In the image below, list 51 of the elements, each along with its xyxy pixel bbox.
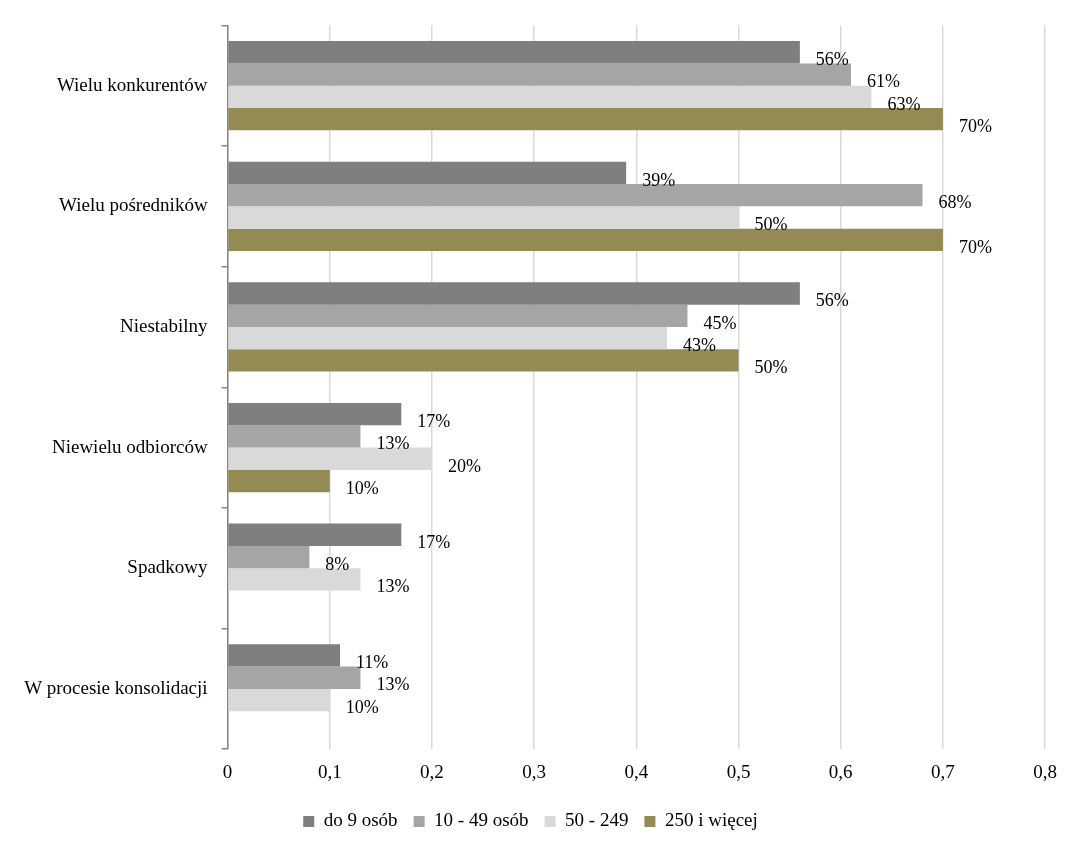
y-tick-label: Spadkowy xyxy=(127,556,209,578)
bar xyxy=(228,425,361,448)
bar xyxy=(228,184,923,207)
x-tick-label: 0,8 xyxy=(1033,760,1057,782)
data-label: 13% xyxy=(376,576,410,597)
x-tick-label: 0 xyxy=(222,760,233,782)
x-tick-label: 0,2 xyxy=(420,760,444,782)
data-label: 68% xyxy=(938,191,972,212)
data-label: 17% xyxy=(417,531,451,552)
y-tick-label: W procesie konsolidacji xyxy=(24,676,208,698)
data-label: 8% xyxy=(325,553,350,574)
bar xyxy=(228,85,872,109)
bar xyxy=(228,108,943,131)
data-label: 39% xyxy=(642,169,676,190)
data-label: 56% xyxy=(815,48,849,69)
data-label: 11% xyxy=(356,652,389,673)
x-tick-label: 0,7 xyxy=(931,760,955,782)
y-tick-label: Wielu pośredników xyxy=(59,194,208,216)
data-label: 13% xyxy=(376,433,410,454)
x-tick-label: 0,6 xyxy=(828,760,853,782)
data-label: 61% xyxy=(866,71,900,92)
bar xyxy=(228,666,361,689)
x-tick-label: 0,1 xyxy=(317,760,342,782)
x-tick-label: 0,5 xyxy=(726,760,751,782)
legend-label: 50 - 249 xyxy=(565,809,629,831)
data-label: 10% xyxy=(345,696,379,717)
y-tick-label: Niewielu odbiorców xyxy=(51,435,208,457)
data-label: 70% xyxy=(958,115,992,136)
x-tick-label: 0,4 xyxy=(624,760,649,782)
data-label: 70% xyxy=(958,236,992,257)
data-label: 50% xyxy=(754,357,788,378)
legend-label: 10 - 49 osób xyxy=(434,809,529,831)
data-label: 45% xyxy=(703,312,737,333)
bar xyxy=(228,228,943,251)
legend-label: 250 i więcej xyxy=(664,809,758,831)
bar xyxy=(228,349,739,372)
data-label: 10% xyxy=(345,477,379,498)
bar xyxy=(228,326,668,350)
data-label: 13% xyxy=(376,674,410,695)
y-tick-label: Niestabilny xyxy=(120,314,209,336)
bar xyxy=(228,469,330,493)
x-tick-label: 0,3 xyxy=(522,760,547,782)
legend-label: do 9 osób xyxy=(323,809,398,831)
data-label: 20% xyxy=(447,455,481,476)
data-label: 43% xyxy=(683,334,717,355)
bar xyxy=(228,304,688,327)
y-tick-label: Wielu konkurentów xyxy=(56,73,208,95)
data-label: 17% xyxy=(417,410,451,431)
bar xyxy=(228,545,310,569)
bar xyxy=(228,63,851,86)
data-label: 56% xyxy=(815,290,849,311)
